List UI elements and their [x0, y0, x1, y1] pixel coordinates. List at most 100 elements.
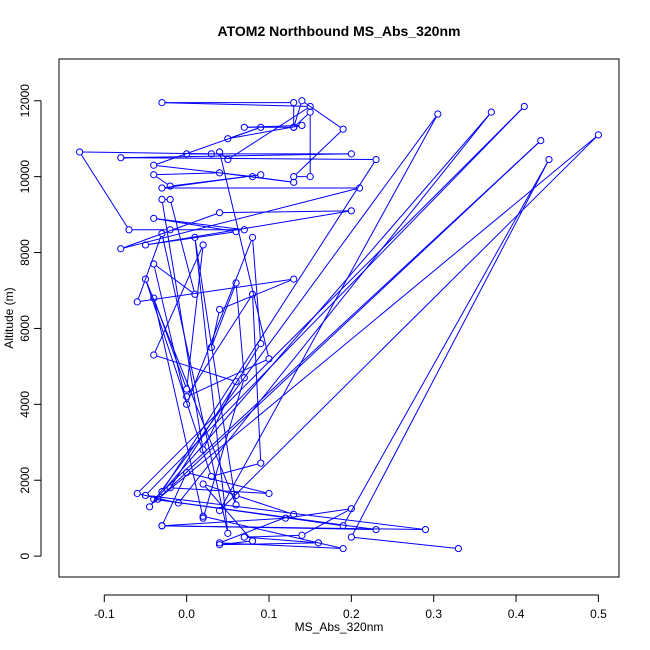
data-point [248, 537, 257, 545]
data-point [150, 171, 158, 179]
data-point [594, 131, 603, 139]
data-point [347, 533, 355, 541]
data-point [290, 123, 298, 131]
series-segment [187, 240, 252, 402]
data-point [174, 499, 183, 507]
data-point [117, 245, 125, 253]
series-segment [156, 218, 234, 232]
series-segment [205, 484, 234, 495]
data-point [183, 150, 191, 158]
series-segment [156, 165, 250, 177]
y-axis-label: Altitude (m) [2, 287, 16, 348]
series-segment [230, 107, 308, 159]
data-point [215, 305, 224, 314]
data-point [215, 541, 224, 549]
series-segment [295, 130, 342, 175]
series-segment [211, 312, 220, 345]
data-point [257, 171, 265, 179]
data-point [199, 514, 207, 522]
data-point [421, 525, 430, 534]
data-point [141, 241, 150, 249]
data-point [215, 209, 224, 217]
series-segment [162, 475, 186, 524]
series-segment [148, 495, 423, 530]
data-point [306, 108, 314, 116]
data-point [183, 385, 191, 393]
y-tick-label: 2000 [18, 467, 32, 494]
series-segment [194, 240, 237, 502]
data-point [257, 459, 265, 467]
series-segment [247, 534, 299, 538]
series-segment [206, 516, 341, 549]
data-point [75, 148, 84, 156]
series-segment [219, 154, 269, 356]
data-point [215, 148, 224, 156]
data-point [158, 522, 166, 530]
data-point [290, 510, 298, 518]
y-tick-label: 4000 [18, 391, 32, 418]
data-point [191, 290, 199, 298]
data-point [224, 155, 232, 164]
data-point [150, 495, 158, 503]
x-tick-label: -0.1 [94, 607, 115, 621]
data-point [454, 544, 463, 553]
data-point [125, 226, 133, 234]
data-point [232, 491, 240, 500]
series-segment [151, 116, 437, 505]
data-point [215, 539, 224, 547]
x-tick-label: 0.4 [508, 607, 525, 621]
data-point [166, 226, 174, 234]
data-point [372, 155, 380, 164]
series-lines [80, 102, 597, 549]
data-point [298, 121, 306, 130]
series-segment [222, 540, 250, 545]
series-segment [352, 162, 549, 535]
data-point [248, 233, 257, 241]
series-segment [230, 125, 299, 139]
data-point [434, 110, 442, 118]
series-segment [220, 116, 437, 509]
series-segment [161, 202, 204, 447]
data-point [166, 182, 174, 190]
data-point [158, 184, 166, 192]
series-segment [154, 300, 187, 387]
data-point [290, 178, 298, 186]
data-point [166, 484, 174, 492]
series-segment [170, 202, 195, 292]
x-tick-label: 0.1 [261, 607, 278, 621]
series-segment [235, 285, 245, 375]
y-tick-label: 0 [18, 552, 32, 559]
data-point [183, 393, 191, 401]
series-segment [156, 499, 374, 530]
series-segment [222, 542, 341, 549]
data-point [158, 99, 166, 107]
series-segment [187, 296, 252, 395]
series-segment [123, 153, 349, 159]
series-segment [137, 236, 162, 300]
series-segment [156, 218, 242, 230]
data-point [224, 135, 232, 143]
data-point [347, 505, 355, 513]
series-segment [189, 359, 267, 396]
series-segment [165, 525, 423, 531]
series-segment [163, 161, 375, 490]
data-point [232, 501, 240, 509]
data-point [487, 108, 495, 116]
series-points [75, 97, 603, 553]
data-point [281, 514, 290, 522]
data-point [150, 214, 158, 222]
series-segment [153, 300, 203, 516]
data-point [133, 489, 141, 498]
series-segment [80, 154, 128, 228]
chart-title: ATOM2 Northbound MS_Abs_320nm [218, 23, 461, 39]
data-point [347, 150, 355, 158]
data-point [117, 154, 125, 162]
data-point [339, 522, 347, 530]
series-segment [230, 127, 258, 139]
series-segment [354, 536, 456, 549]
data-point [240, 123, 248, 131]
series-segment [155, 265, 193, 293]
data-point [355, 184, 364, 192]
data-point [240, 226, 248, 234]
